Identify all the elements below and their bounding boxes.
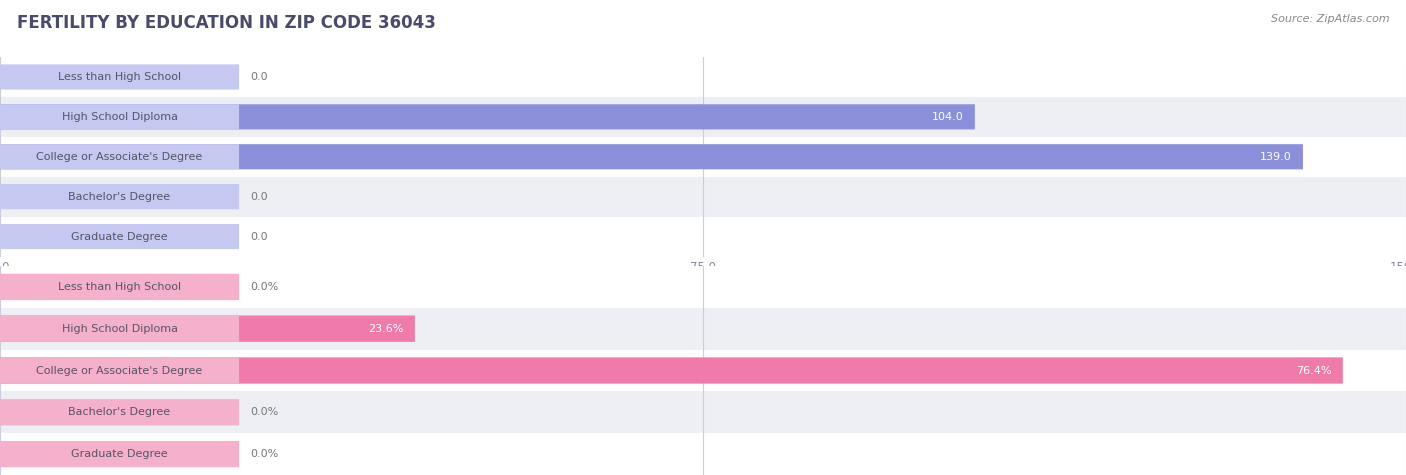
Text: 0.0: 0.0	[250, 72, 269, 82]
Text: 0.0%: 0.0%	[250, 449, 278, 459]
Bar	[0, 350, 1406, 391]
FancyBboxPatch shape	[0, 184, 239, 209]
FancyBboxPatch shape	[0, 144, 239, 169]
Bar	[0, 57, 1406, 97]
Text: 23.6%: 23.6%	[368, 323, 404, 334]
FancyBboxPatch shape	[0, 399, 239, 426]
Text: 0.0: 0.0	[250, 191, 269, 202]
Text: 0.0: 0.0	[250, 231, 269, 242]
FancyBboxPatch shape	[0, 274, 239, 300]
Bar	[0, 217, 1406, 256]
Bar	[0, 97, 1406, 137]
FancyBboxPatch shape	[0, 315, 239, 342]
Text: High School Diploma: High School Diploma	[62, 112, 177, 122]
FancyBboxPatch shape	[0, 224, 239, 249]
Bar	[0, 137, 1406, 177]
Text: Source: ZipAtlas.com: Source: ZipAtlas.com	[1271, 14, 1389, 24]
Text: Graduate Degree: Graduate Degree	[72, 231, 167, 242]
FancyBboxPatch shape	[0, 144, 1303, 169]
FancyBboxPatch shape	[0, 104, 974, 129]
Text: High School Diploma: High School Diploma	[62, 323, 177, 334]
FancyBboxPatch shape	[0, 441, 239, 467]
Text: 76.4%: 76.4%	[1296, 365, 1331, 376]
Bar	[0, 433, 1406, 475]
Text: 0.0%: 0.0%	[250, 407, 278, 418]
Text: Less than High School: Less than High School	[58, 282, 181, 292]
Text: Graduate Degree: Graduate Degree	[72, 449, 167, 459]
Text: 0.0%: 0.0%	[250, 282, 278, 292]
FancyBboxPatch shape	[0, 357, 1343, 384]
Text: Bachelor's Degree: Bachelor's Degree	[69, 407, 170, 418]
Text: FERTILITY BY EDUCATION IN ZIP CODE 36043: FERTILITY BY EDUCATION IN ZIP CODE 36043	[17, 14, 436, 32]
Text: 104.0: 104.0	[932, 112, 963, 122]
Bar	[0, 266, 1406, 308]
Bar	[0, 177, 1406, 217]
FancyBboxPatch shape	[0, 357, 239, 384]
Bar	[0, 308, 1406, 350]
FancyBboxPatch shape	[0, 65, 239, 89]
Bar	[0, 391, 1406, 433]
FancyBboxPatch shape	[0, 104, 239, 129]
Text: College or Associate's Degree: College or Associate's Degree	[37, 152, 202, 162]
FancyBboxPatch shape	[0, 315, 415, 342]
Text: Less than High School: Less than High School	[58, 72, 181, 82]
Text: Bachelor's Degree: Bachelor's Degree	[69, 191, 170, 202]
Text: College or Associate's Degree: College or Associate's Degree	[37, 365, 202, 376]
Text: 139.0: 139.0	[1260, 152, 1292, 162]
